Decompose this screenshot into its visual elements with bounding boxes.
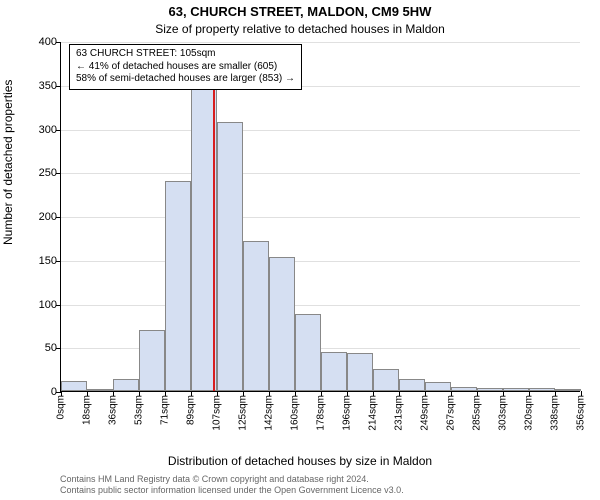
xtick-label: 0sqm <box>56 395 67 419</box>
histogram-bar <box>61 381 87 392</box>
xtick-label: 338sqm <box>550 395 561 431</box>
histogram-bar <box>87 389 113 391</box>
y-axis-label: Number of detached properties <box>1 80 15 245</box>
xtick-label: 231sqm <box>394 395 405 431</box>
xtick-label: 71sqm <box>160 395 171 425</box>
x-axis-label: Distribution of detached houses by size … <box>0 454 600 468</box>
xtick-label: 249sqm <box>420 395 431 431</box>
xtick-label: 214sqm <box>368 395 379 431</box>
histogram-bar <box>555 389 581 391</box>
ytick-label: 200 <box>39 211 57 223</box>
histogram-bar <box>425 382 451 391</box>
histogram-bar <box>217 122 243 391</box>
attribution-line: Contains public sector information licen… <box>60 485 404 496</box>
xtick-label: 36sqm <box>108 395 119 425</box>
histogram-bar <box>113 379 139 391</box>
ytick-label: 350 <box>39 80 57 92</box>
xtick-label: 267sqm <box>446 395 457 431</box>
xtick-label: 107sqm <box>212 395 223 431</box>
ytick-label: 50 <box>45 342 57 354</box>
xtick-label: 89sqm <box>186 395 197 425</box>
ytick-label: 150 <box>39 255 57 267</box>
histogram-bar <box>243 241 269 392</box>
xtick-label: 18sqm <box>82 395 93 425</box>
xtick-label: 196sqm <box>342 395 353 431</box>
xtick-label: 356sqm <box>576 395 587 431</box>
page-subtitle: Size of property relative to detached ho… <box>0 22 600 36</box>
xtick-label: 320sqm <box>524 395 535 431</box>
ytick-label: 100 <box>39 299 57 311</box>
histogram-bar <box>503 388 529 391</box>
xtick-label: 160sqm <box>290 395 301 431</box>
xtick-label: 142sqm <box>264 395 275 431</box>
gridline <box>61 130 580 131</box>
histogram-bar <box>373 369 399 391</box>
ytick-label: 250 <box>39 167 57 179</box>
histogram-bar <box>321 352 347 391</box>
xtick-label: 303sqm <box>498 395 509 431</box>
attribution-line: Contains HM Land Registry data © Crown c… <box>60 474 404 485</box>
histogram-bar <box>347 353 373 391</box>
gridline <box>61 305 580 306</box>
gridline <box>61 217 580 218</box>
xtick-label: 285sqm <box>472 395 483 431</box>
histogram-bar <box>529 388 555 391</box>
annotation-box: 63 CHURCH STREET: 105sqm← 41% of detache… <box>69 44 302 90</box>
gridline <box>61 173 580 174</box>
gridline <box>61 261 580 262</box>
page-title: 63, CHURCH STREET, MALDON, CM9 5HW <box>0 4 600 19</box>
ytick-label: 300 <box>39 124 57 136</box>
histogram-bar <box>477 388 503 392</box>
ytick-label: 400 <box>39 36 57 48</box>
gridline <box>61 42 580 43</box>
histogram-bar <box>399 379 425 391</box>
histogram-bar <box>165 181 191 391</box>
annotation-line: 58% of semi-detached houses are larger (… <box>76 73 295 86</box>
histogram-bar <box>295 314 321 391</box>
xtick-label: 178sqm <box>316 395 327 431</box>
xtick-label: 125sqm <box>238 395 249 431</box>
histogram-bar <box>451 387 477 391</box>
xtick-label: 53sqm <box>134 395 145 425</box>
annotation-line: ← 41% of detached houses are smaller (60… <box>76 61 295 74</box>
histogram-bar <box>139 330 165 391</box>
histogram-bar <box>269 257 295 391</box>
annotation-line: 63 CHURCH STREET: 105sqm <box>76 48 295 61</box>
histogram-plot: 0501001502002503003504000sqm18sqm36sqm53… <box>60 42 580 392</box>
attribution-text: Contains HM Land Registry data © Crown c… <box>60 474 404 496</box>
marker-line <box>213 72 215 391</box>
